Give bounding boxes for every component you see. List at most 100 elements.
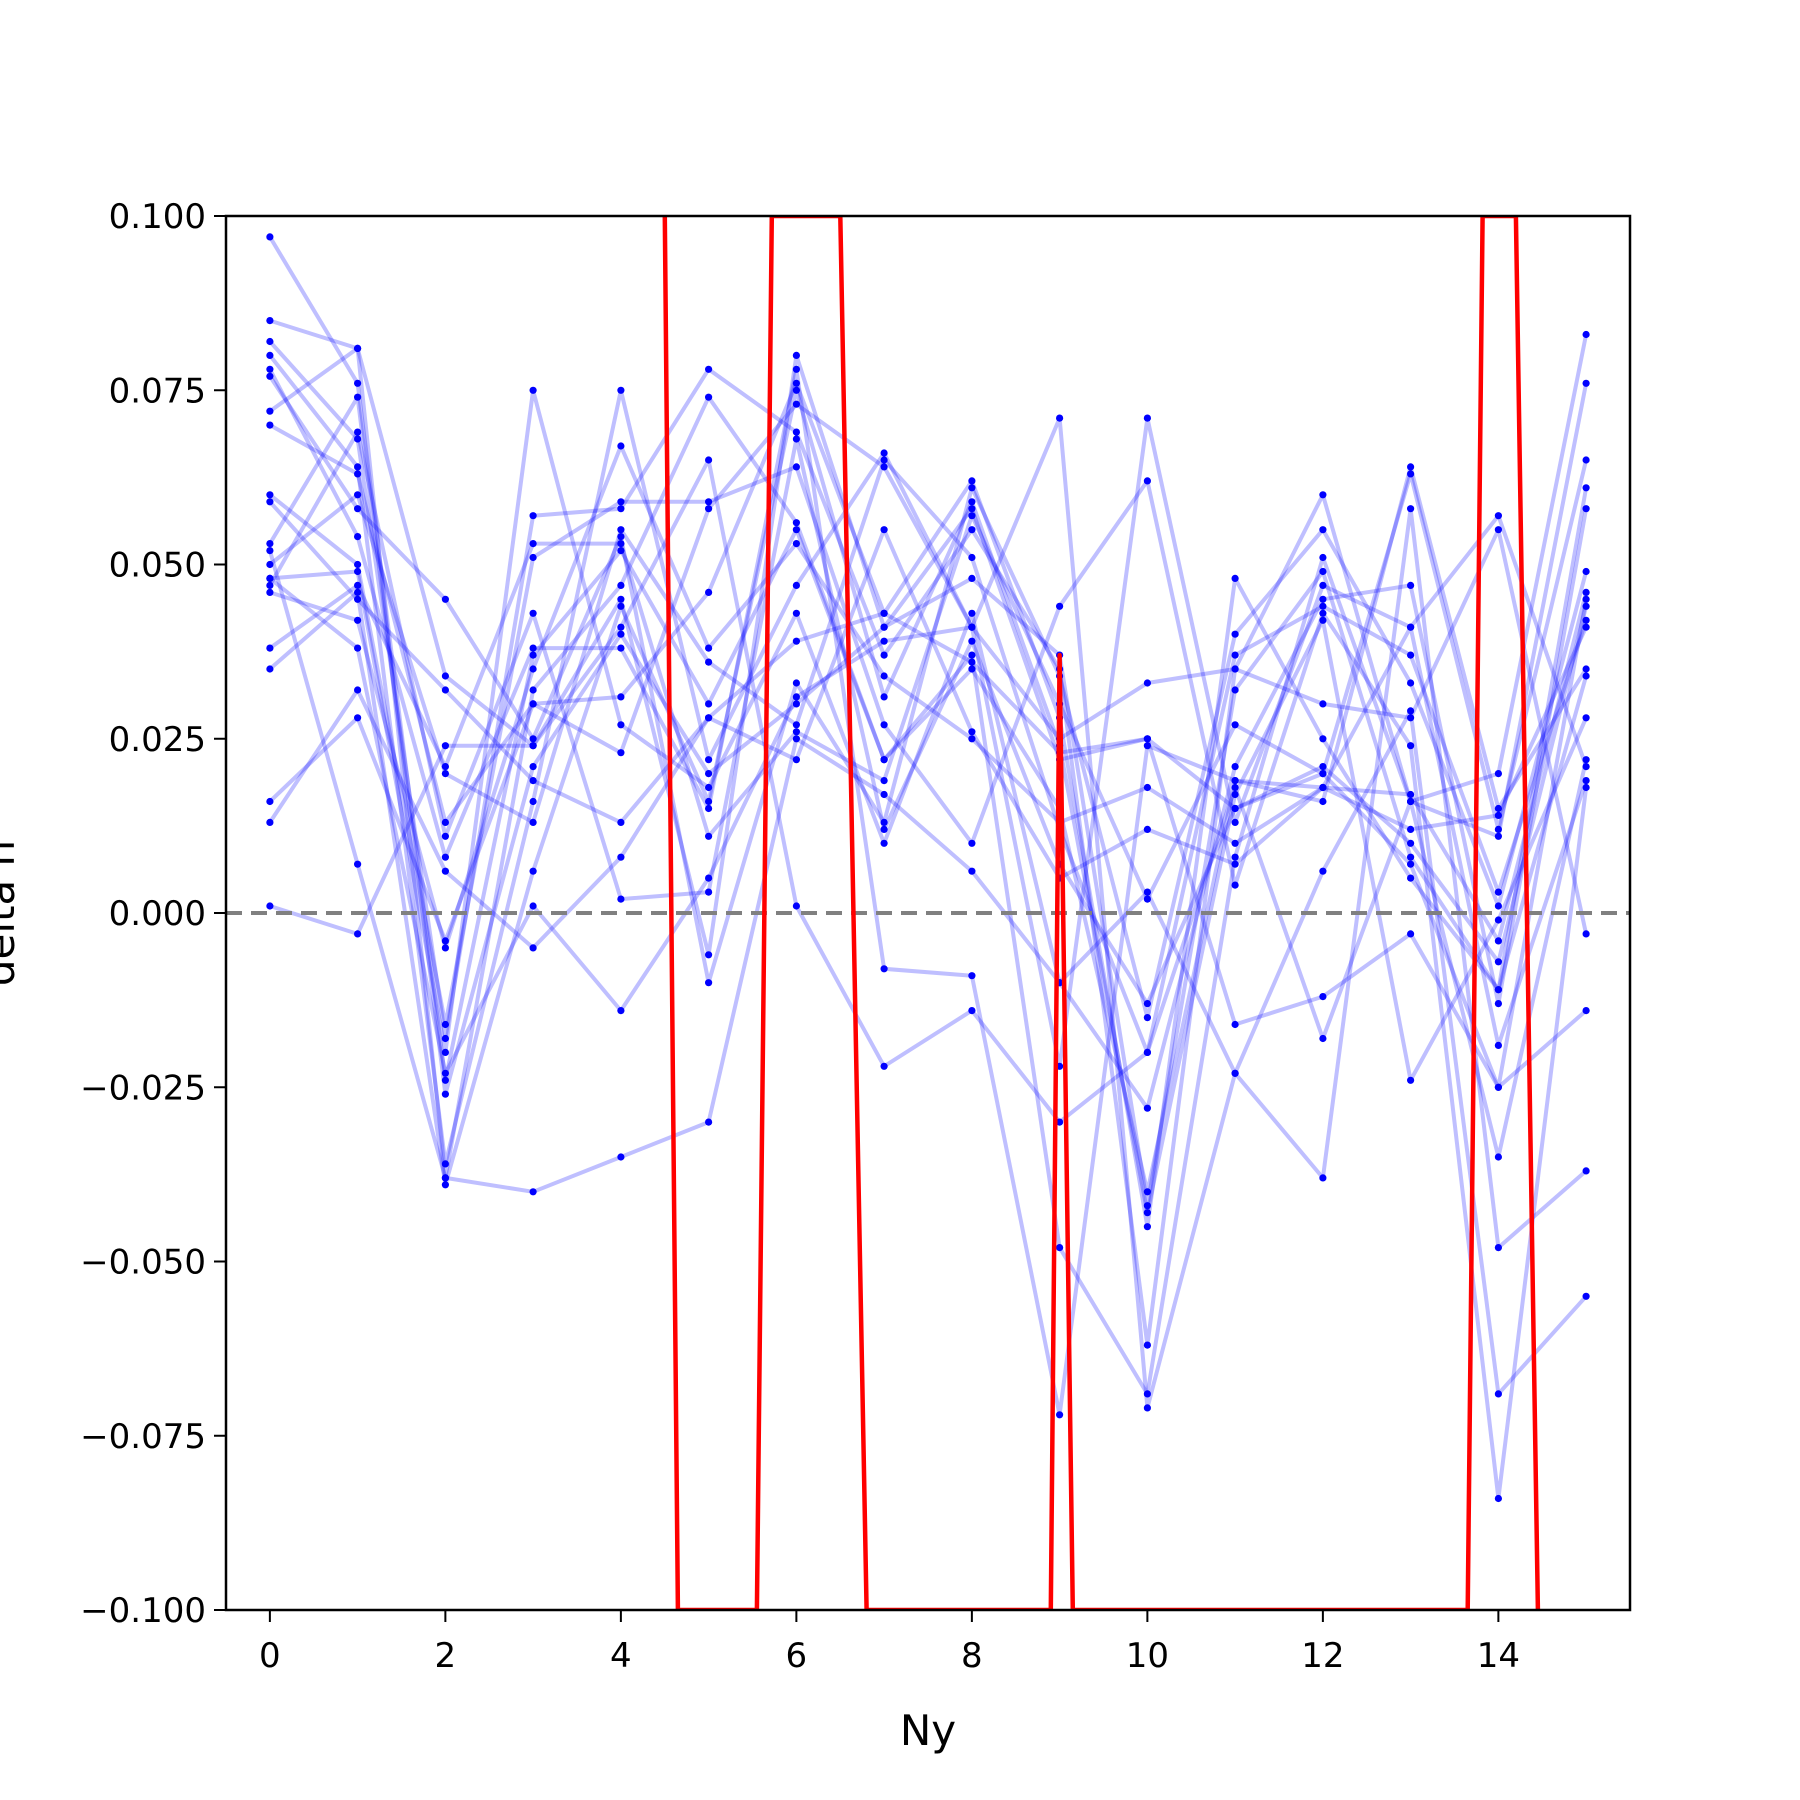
data-point: [617, 895, 625, 903]
data-point: [354, 686, 362, 694]
data-point: [441, 672, 449, 680]
data-point: [1582, 756, 1590, 764]
data-point: [880, 651, 888, 659]
x-tick-label: 2: [435, 1636, 457, 1676]
data-point: [968, 728, 976, 736]
y-tick-label: 0.100: [109, 197, 206, 237]
series-16: [266, 512, 1590, 1091]
data-point: [1582, 783, 1590, 792]
data-point: [1407, 651, 1415, 659]
data-point: [705, 951, 713, 959]
data-point: [354, 644, 362, 652]
data-point: [354, 616, 362, 624]
data-point: [792, 379, 801, 387]
data-point: [441, 1160, 449, 1168]
data-point: [1319, 567, 1327, 576]
data-point: [441, 770, 449, 778]
data-point: [705, 498, 713, 506]
data-point: [617, 630, 625, 638]
y-tick-label: 0.025: [109, 720, 206, 760]
data-point: [880, 839, 888, 847]
data-point: [968, 658, 976, 666]
data-point: [1582, 379, 1590, 387]
data-point: [792, 721, 801, 729]
data-point: [705, 832, 713, 840]
data-point: [1407, 714, 1415, 722]
data-point: [1494, 986, 1502, 994]
data-point: [266, 644, 274, 652]
data-point: [1494, 770, 1502, 778]
data-point: [880, 1062, 888, 1070]
data-point: [1582, 1292, 1590, 1300]
data-point: [354, 588, 362, 597]
data-point: [968, 735, 976, 743]
data-point: [617, 540, 625, 548]
data-point: [266, 365, 274, 373]
series-line: [268, 340, 1589, 1348]
data-point: [617, 581, 625, 590]
data-point: [1231, 853, 1239, 861]
data-point: [1231, 630, 1239, 638]
data-point: [968, 651, 976, 659]
data-point: [880, 672, 888, 680]
data-point: [705, 365, 713, 373]
series-line: [268, 375, 1589, 1020]
data-point: [529, 700, 537, 708]
y-tick-label: −0.100: [80, 1591, 206, 1631]
data-point: [1319, 526, 1327, 534]
data-point: [1319, 595, 1327, 603]
data-point: [617, 693, 625, 701]
data-point: [1143, 1209, 1151, 1217]
data-point: [968, 867, 976, 875]
data-point: [1056, 414, 1064, 422]
data-point: [354, 581, 362, 590]
data-point: [354, 533, 362, 541]
data-point: [529, 540, 537, 548]
data-point: [792, 679, 801, 687]
data-point: [354, 930, 362, 938]
data-point: [792, 735, 801, 743]
data-point: [1231, 839, 1239, 847]
y-axis-label: delta h: [0, 840, 24, 986]
data-point: [1407, 505, 1415, 513]
data-point: [1407, 797, 1415, 806]
data-point: [1143, 679, 1151, 687]
data-point: [1231, 1069, 1239, 1077]
series-line: [268, 354, 1588, 1166]
data-point: [441, 1076, 449, 1084]
data-point: [266, 818, 274, 827]
data-point: [968, 498, 976, 506]
data-point: [968, 839, 976, 847]
data-point: [617, 721, 625, 729]
data-point: [354, 567, 362, 576]
data-point: [1494, 526, 1502, 534]
data-point: [1582, 595, 1590, 603]
data-point: [1494, 1083, 1502, 1091]
data-point: [880, 609, 888, 617]
data-point: [1231, 860, 1239, 868]
data-point: [705, 888, 713, 896]
data-point: [1231, 665, 1239, 673]
data-point: [792, 637, 801, 645]
data-point: [1056, 1244, 1064, 1252]
data-point: [968, 553, 976, 562]
series-line: [268, 381, 1589, 1229]
data-point: [1319, 616, 1327, 624]
series-5: [266, 365, 1590, 1419]
data-point: [266, 588, 274, 597]
data-point: [1582, 456, 1590, 464]
data-point: [1319, 1174, 1327, 1182]
data-point: [266, 317, 274, 325]
series-line: [268, 388, 1588, 1215]
data-point: [1319, 763, 1327, 771]
data-point: [968, 665, 976, 673]
data-point: [792, 700, 801, 708]
data-point: [1407, 825, 1415, 834]
data-point: [529, 1188, 537, 1196]
data-point: [266, 351, 274, 359]
data-point: [880, 721, 888, 729]
data-point: [880, 965, 888, 973]
data-point: [1582, 588, 1590, 597]
data-point: [1231, 574, 1239, 583]
data-point: [441, 1174, 449, 1182]
